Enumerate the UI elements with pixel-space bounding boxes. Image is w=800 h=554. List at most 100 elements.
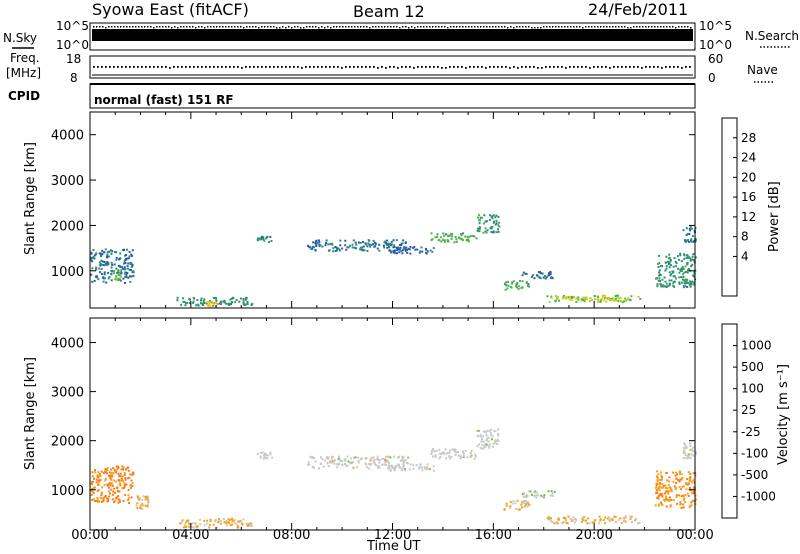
echo-cell (406, 462, 409, 465)
echo-cell (127, 469, 130, 472)
noise-point (312, 26, 314, 28)
echo-cell (229, 524, 232, 527)
echo-cell (480, 440, 483, 443)
echo-cell (212, 523, 215, 526)
echo-cell (692, 274, 694, 277)
echo-cell (215, 298, 218, 300)
echo-cell (225, 521, 228, 524)
echo-cell (239, 519, 242, 522)
echo-cell (527, 283, 530, 285)
nave-point (109, 66, 111, 68)
noise-point (162, 26, 164, 28)
echo-cell (455, 238, 458, 241)
nave-point (649, 66, 651, 68)
noise-point (657, 26, 659, 28)
echo-cell (661, 265, 664, 267)
echo-cell (329, 461, 332, 464)
echo-cell (693, 275, 696, 278)
echo-cell (95, 478, 98, 481)
noise-point (585, 26, 587, 28)
nave-point (581, 66, 583, 68)
echo-cell (322, 465, 325, 468)
noise-point (225, 26, 227, 28)
echo-cell (522, 501, 525, 504)
echo-cell (447, 235, 450, 238)
echo-cell (378, 465, 380, 468)
echo-cell (99, 264, 102, 267)
echo-cell (126, 467, 129, 469)
echo-cell (119, 499, 122, 502)
noise-point (516, 26, 518, 28)
echo-cell (108, 474, 110, 477)
echo-cell (441, 238, 444, 241)
echo-cell (414, 248, 417, 251)
echo-cell (329, 243, 332, 246)
echo-cell (493, 220, 495, 223)
echo-cell (112, 490, 115, 493)
noise-point (360, 26, 362, 28)
echo-cell (565, 296, 568, 299)
echo-cell (117, 490, 120, 493)
echo-cell (249, 522, 252, 525)
echo-cell (450, 233, 452, 236)
nave-point (641, 67, 643, 69)
echo-cell (487, 440, 490, 443)
echo-cell (121, 267, 124, 270)
echo-cell (432, 455, 434, 458)
echo-cell (688, 477, 691, 480)
echo-cell (681, 265, 684, 268)
nave-point (565, 67, 567, 69)
nave-point (661, 67, 663, 69)
echo-cell (223, 300, 226, 303)
echo-cell (656, 488, 659, 491)
echo-cell (406, 251, 409, 254)
echo-cell (103, 273, 106, 276)
noise-point (390, 26, 392, 28)
echo-cell (117, 269, 120, 272)
echo-cell (116, 467, 119, 470)
echo-cell (128, 250, 131, 253)
nave-point (377, 67, 379, 69)
echo-cell (97, 471, 100, 474)
echo-cell (393, 469, 396, 472)
echo-cell (678, 470, 681, 473)
echo-cell (194, 522, 197, 525)
echo-cell (385, 242, 388, 244)
echo-cell (336, 463, 338, 466)
noise-point (246, 26, 248, 28)
echo-cell (682, 273, 684, 276)
echo-cell (188, 302, 191, 305)
echo-cell (492, 442, 495, 445)
echo-cell (90, 489, 93, 492)
noise-point (123, 26, 125, 28)
echo-cell (106, 255, 109, 258)
echo-cell (131, 485, 134, 487)
echo-cell (454, 236, 457, 238)
noise-point (120, 26, 122, 28)
echo-cell (684, 278, 687, 281)
echo-cell (132, 472, 135, 475)
echo-cell (571, 518, 574, 521)
echo-cell (102, 500, 105, 503)
echo-cell (345, 248, 348, 251)
echo-cell (118, 498, 120, 501)
echo-cell (123, 481, 126, 484)
echo-cell (120, 271, 123, 274)
echo-cell (602, 519, 605, 522)
echo-cell (376, 247, 379, 250)
nave-point (225, 66, 227, 68)
echo-cell (601, 294, 604, 297)
echo-cell (608, 519, 611, 522)
nave-point (633, 66, 635, 68)
nave-point (393, 66, 395, 68)
echo-cell (689, 442, 692, 445)
echo-cell (687, 267, 690, 270)
echo-cell (670, 273, 673, 276)
echo-cell (586, 517, 589, 520)
echo-cell (690, 491, 693, 494)
echo-cell (659, 265, 662, 268)
echo-cell (319, 462, 322, 465)
echo-cell (325, 239, 328, 242)
echo-cell (113, 491, 116, 494)
echo-cell (215, 526, 218, 529)
